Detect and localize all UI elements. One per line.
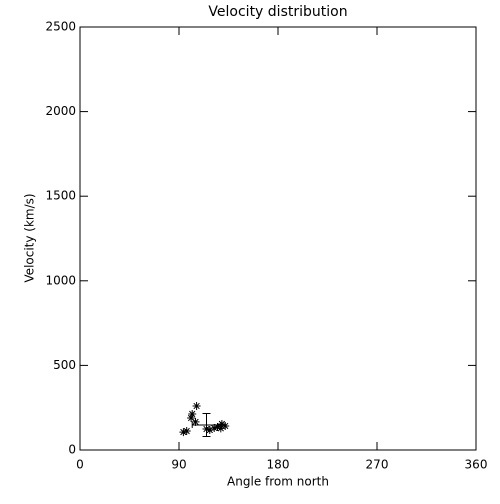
chart-title: Velocity distribution [208, 4, 347, 20]
y-axis-label: Velocity (km/s) [23, 193, 37, 282]
y-tick-label: 1500 [45, 189, 76, 203]
point [217, 419, 226, 428]
x-tick-label: 90 [171, 458, 186, 472]
y-error-bar [202, 412, 211, 437]
point [179, 428, 188, 437]
x-tick-label: 270 [366, 458, 389, 472]
x-tick-label: 180 [267, 458, 290, 472]
x-tick-label: 0 [76, 458, 84, 472]
x-tick-label: 360 [465, 458, 488, 472]
point [213, 422, 222, 431]
point [187, 414, 196, 423]
y-tick-label: 2000 [45, 104, 76, 118]
point [182, 427, 191, 436]
point [205, 426, 214, 435]
point [221, 421, 230, 430]
point [191, 417, 200, 426]
point [216, 424, 225, 433]
y-tick-label: 500 [53, 358, 76, 372]
y-tick-label: 1000 [45, 273, 76, 287]
plot-frame [79, 26, 477, 451]
point [188, 409, 197, 418]
x-axis-label: Angle from north [227, 475, 329, 489]
y-tick-label: 2500 [45, 20, 76, 34]
point [192, 402, 201, 411]
y-tick-label: 0 [68, 443, 76, 457]
point [210, 424, 219, 433]
